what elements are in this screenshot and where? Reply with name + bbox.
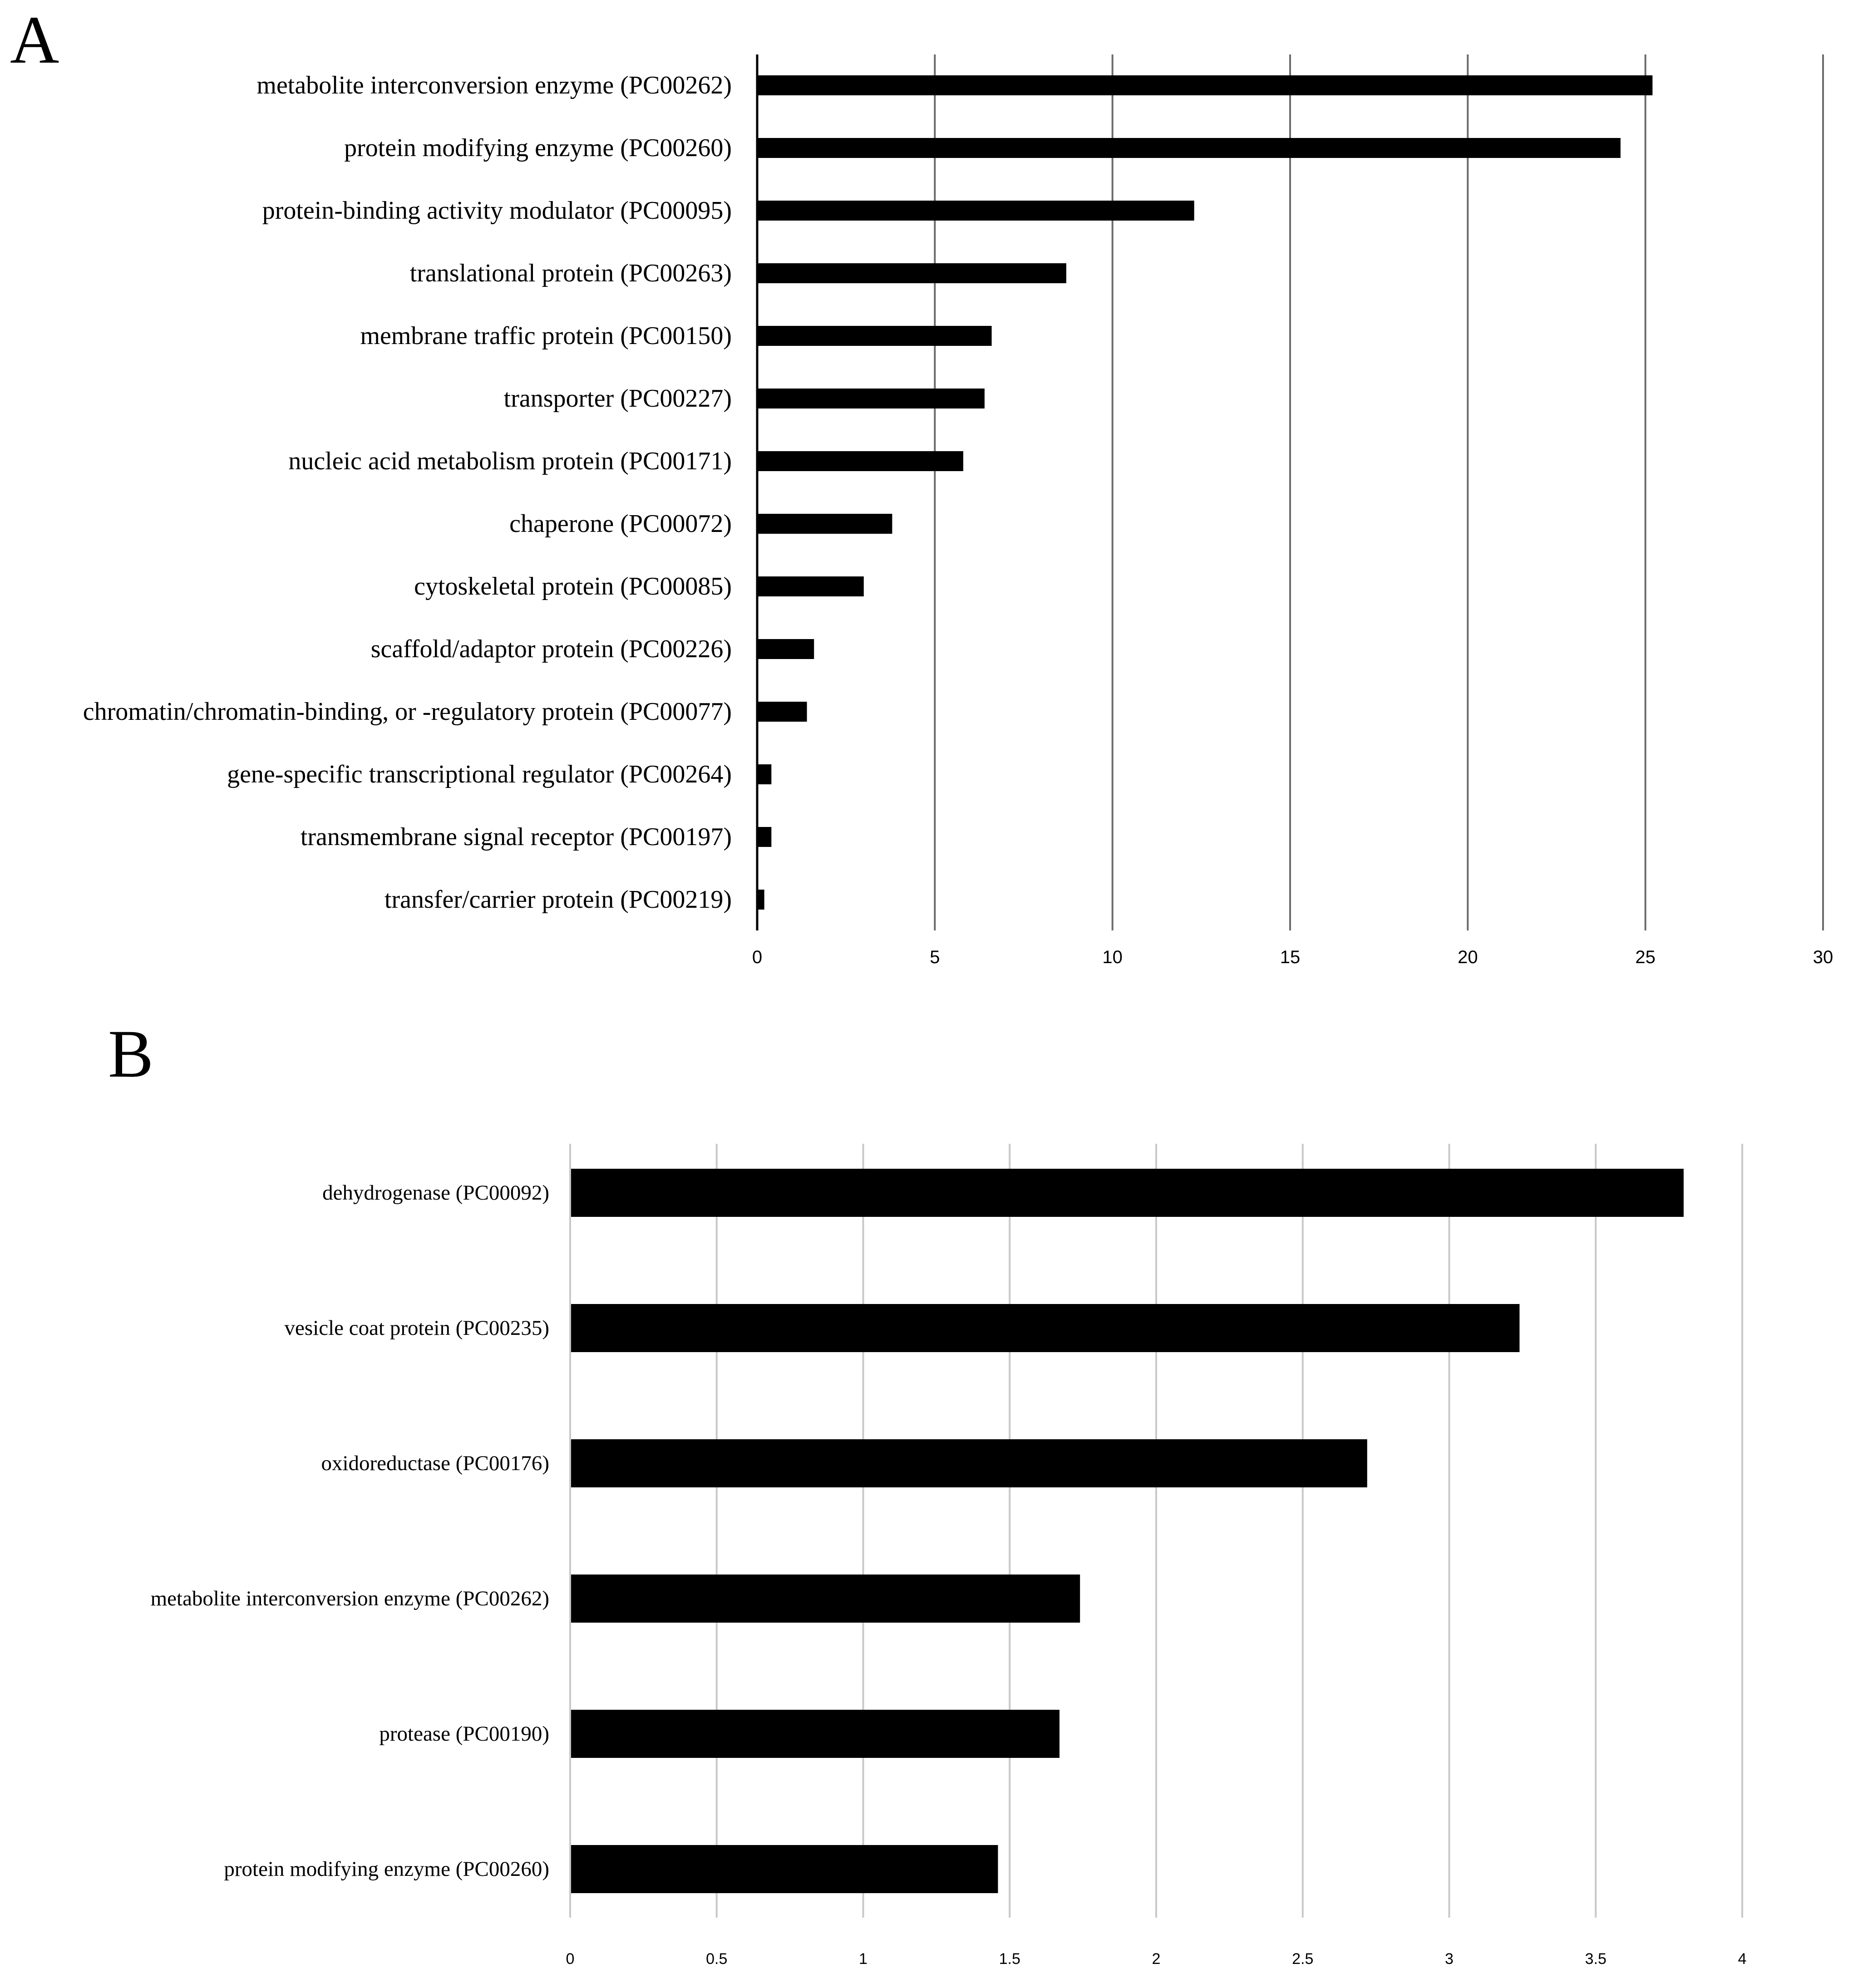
x-tick-label: 2.5 bbox=[1292, 1950, 1313, 1968]
bar bbox=[757, 514, 892, 534]
bar bbox=[570, 1169, 1684, 1217]
x-tick-label: 2 bbox=[1152, 1950, 1161, 1968]
x-tick-label: 0 bbox=[566, 1950, 575, 1968]
x-tick-label: 1 bbox=[859, 1950, 867, 1968]
bar bbox=[570, 1304, 1520, 1352]
bar bbox=[570, 1575, 1080, 1623]
x-tick-label: 5 bbox=[930, 947, 940, 967]
category-label: metabolite interconversion enzyme (PC002… bbox=[151, 1587, 549, 1610]
panel-a-bars bbox=[757, 75, 1653, 910]
category-label: vesicle coat protein (PC00235) bbox=[285, 1316, 549, 1340]
x-tick-label: 30 bbox=[1813, 947, 1833, 967]
panel-b: B dehydrogenase (PC00092) vesicle coat pr… bbox=[108, 1016, 1746, 1968]
x-tick-label: 1.5 bbox=[999, 1950, 1020, 1968]
panel-b-bars bbox=[570, 1169, 1684, 1893]
x-tick-label: 15 bbox=[1280, 947, 1301, 967]
category-label: transmembrane signal receptor (PC00197) bbox=[301, 823, 732, 851]
panel-a: A metabolite interconversion enzyme (PC0… bbox=[10, 2, 1833, 967]
bar bbox=[757, 451, 963, 471]
bar bbox=[757, 263, 1066, 283]
category-label: dehydrogenase (PC00092) bbox=[322, 1181, 549, 1205]
category-label: gene-specific transcriptional regulator … bbox=[227, 760, 732, 788]
x-tick-label: 0.5 bbox=[706, 1950, 727, 1968]
category-label: nucleic acid metabolism protein (PC00171… bbox=[288, 447, 732, 475]
category-label: protein modifying enzyme (PC00260) bbox=[344, 134, 732, 162]
x-tick-label: 4 bbox=[1738, 1950, 1747, 1968]
bar bbox=[757, 326, 992, 346]
bar bbox=[757, 201, 1194, 221]
category-label: membrane traffic protein (PC00150) bbox=[360, 322, 732, 350]
bar bbox=[757, 639, 814, 659]
bar bbox=[757, 138, 1621, 158]
panel-b-gridlines bbox=[715, 1144, 1743, 1918]
bar bbox=[570, 1710, 1060, 1758]
category-label: scaffold/adaptor protein (PC00226) bbox=[371, 635, 732, 663]
panel-b-letter: B bbox=[108, 1016, 153, 1092]
category-label: protein modifying enzyme (PC00260) bbox=[224, 1857, 549, 1881]
x-tick-label: 10 bbox=[1102, 947, 1123, 967]
category-label: chaperone (PC00072) bbox=[509, 510, 732, 538]
panel-a-category-labels: metabolite interconversion enzyme (PC002… bbox=[83, 71, 732, 914]
bar bbox=[570, 1845, 998, 1893]
category-label: chromatin/chromatin-binding, or -regulat… bbox=[83, 698, 732, 726]
category-label: translational protein (PC00263) bbox=[410, 259, 732, 287]
panel-b-tick-labels: 0 0.5 1 1.5 2 2.5 3 3.5 4 bbox=[566, 1950, 1747, 1968]
category-label: protein-binding activity modulator (PC00… bbox=[262, 197, 732, 225]
category-label: oxidoreductase (PC00176) bbox=[321, 1452, 549, 1475]
bar bbox=[757, 389, 985, 408]
x-tick-label: 20 bbox=[1458, 947, 1478, 967]
panel-b-category-labels: dehydrogenase (PC00092) vesicle coat prot… bbox=[151, 1181, 549, 1881]
bar bbox=[757, 764, 772, 784]
category-label: cytoskeletal protein (PC00085) bbox=[414, 572, 732, 600]
category-label: transporter (PC00227) bbox=[504, 384, 732, 413]
x-tick-label: 25 bbox=[1635, 947, 1656, 967]
x-tick-label: 3 bbox=[1445, 1950, 1454, 1968]
panel-a-tick-labels: 0 5 10 15 20 25 30 bbox=[752, 947, 1833, 967]
category-label: metabolite interconversion enzyme (PC002… bbox=[256, 71, 732, 99]
bar bbox=[757, 702, 807, 722]
bar bbox=[757, 576, 864, 596]
bar bbox=[757, 75, 1653, 95]
category-label: protease (PC00190) bbox=[379, 1722, 549, 1746]
bar bbox=[757, 890, 764, 910]
panel-a-gridlines bbox=[934, 54, 1824, 930]
x-tick-label: 3.5 bbox=[1585, 1950, 1607, 1968]
bar bbox=[757, 827, 772, 847]
bar bbox=[570, 1439, 1367, 1487]
x-tick-label: 0 bbox=[752, 947, 762, 967]
panel-a-letter: A bbox=[10, 2, 59, 78]
category-label: transfer/carrier protein (PC00219) bbox=[384, 886, 732, 914]
